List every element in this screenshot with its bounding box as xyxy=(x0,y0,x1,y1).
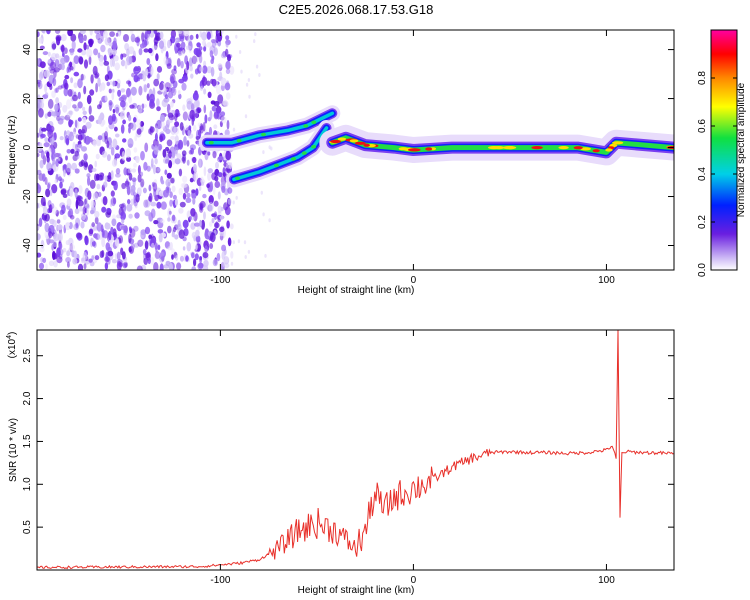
signal-peak xyxy=(425,147,433,151)
signal-peak xyxy=(330,139,342,144)
colorbar-tick-label: 0.8 xyxy=(697,71,708,85)
upper-branch-center xyxy=(205,111,335,145)
snr-series-line xyxy=(37,330,674,570)
signal-peak xyxy=(605,148,613,152)
signal-peak xyxy=(236,138,242,143)
signal-peak xyxy=(354,141,366,145)
snr-panel: -100 0 100 0.5 1.0 1.5 2.0 2.5 Height of straig… xyxy=(6,329,675,596)
snr-xtick-label: 0 xyxy=(411,575,417,586)
spectrogram-frame xyxy=(36,29,675,271)
snr-scale-close: ) xyxy=(7,332,18,335)
signal-peak xyxy=(592,149,600,153)
snr-ytick-label: 2.0 xyxy=(22,391,33,405)
spectrogram-xtick-label: 100 xyxy=(598,275,615,286)
colorbar-gradient xyxy=(710,29,738,271)
spectrogram-plot-area xyxy=(37,30,674,270)
signal-peak xyxy=(363,143,370,147)
signal-peak xyxy=(337,137,347,141)
figure-title: C2E5.2026.068.17.53.G18 xyxy=(279,2,434,17)
colorbar-axes: 0.0 0.2 0.4 0.6 0.8 xyxy=(697,71,737,277)
signal-peak xyxy=(208,140,214,145)
signal-peak xyxy=(398,147,409,151)
snr-frame xyxy=(36,329,675,571)
colorbar-tick-label: 0.4 xyxy=(697,167,708,181)
noise-speckle xyxy=(37,30,273,270)
snr-ytick-label: 1.5 xyxy=(22,434,33,448)
signal-peak xyxy=(303,124,309,128)
signal-peak xyxy=(349,139,359,143)
signal-peak xyxy=(612,141,624,145)
spectrogram-xtick-label: -100 xyxy=(210,275,230,286)
colorbar: 0.0 0.2 0.4 0.6 0.8 Normalized spectral ampl… xyxy=(697,29,747,277)
spectrogram-ytick-label: -20 xyxy=(22,189,33,204)
snr-ytick-label: 0.5 xyxy=(22,520,33,534)
snr-ytick-label: 2.5 xyxy=(22,348,33,362)
colorbar-label: Normalized spectral amplitude xyxy=(736,82,747,217)
snr-axes: -100 0 100 0.5 1.0 1.5 2.0 2.5 xyxy=(22,330,674,586)
signal-peak xyxy=(505,146,516,150)
spectrogram-xtick-label: 0 xyxy=(411,275,417,286)
signal-peak xyxy=(573,146,583,150)
spectrogram-ytick-label: 0 xyxy=(22,144,33,150)
snr-scale-prefix: (x10 xyxy=(7,338,18,358)
track-lower-branch xyxy=(225,120,335,188)
snr-ylabel: SNR (10 * v/v) xyxy=(8,418,19,482)
signal-peak xyxy=(291,157,296,161)
signal-peak xyxy=(531,146,543,150)
spectrogram-xlabel: Height of straight line (km) xyxy=(298,285,415,296)
signal-peak xyxy=(235,176,240,181)
signal-peak xyxy=(580,147,592,151)
spectrogram-ytick-label: 20 xyxy=(22,93,33,105)
colorbar-tick-label: 0.2 xyxy=(697,215,708,229)
snr-ytick-label: 1.0 xyxy=(22,477,33,491)
colorbar-tick-label: 0.0 xyxy=(697,263,708,277)
snr-scale-label: (x104) xyxy=(6,332,18,359)
signal-peak xyxy=(487,146,500,150)
signal-peak xyxy=(261,132,266,137)
signal-peak xyxy=(273,163,279,168)
snr-xlabel: Height of straight line (km) xyxy=(298,585,415,596)
spectrogram-ytick-label: -40 xyxy=(22,238,33,253)
spectrogram-ylabel: Frequency (Hz) xyxy=(7,116,18,185)
spectrogram-axes: -100 0 100 -40 -20 0 20 40 xyxy=(22,30,674,286)
snr-xtick-label: 100 xyxy=(598,575,615,586)
signal-peak xyxy=(301,151,307,155)
snr-scale-exponent: 4 xyxy=(6,335,13,339)
signal-peak xyxy=(311,120,317,125)
signal-peak xyxy=(407,148,421,152)
snr-plot-area xyxy=(37,330,674,570)
spectrogram-panel: -100 0 100 -40 -20 0 20 40 Height of straight l… xyxy=(7,29,675,296)
track-upper-branch xyxy=(198,105,341,151)
colorbar-tick-label: 0.6 xyxy=(697,119,708,133)
snr-xtick-label: -100 xyxy=(210,575,230,586)
svg-text:(x104): (x104) xyxy=(6,332,18,359)
signal-peak xyxy=(558,146,569,150)
signal-peak xyxy=(311,144,317,149)
lower-branch-center xyxy=(232,126,329,182)
spectrogram-ytick-label: 40 xyxy=(22,44,33,56)
track-main-signal xyxy=(319,124,674,166)
